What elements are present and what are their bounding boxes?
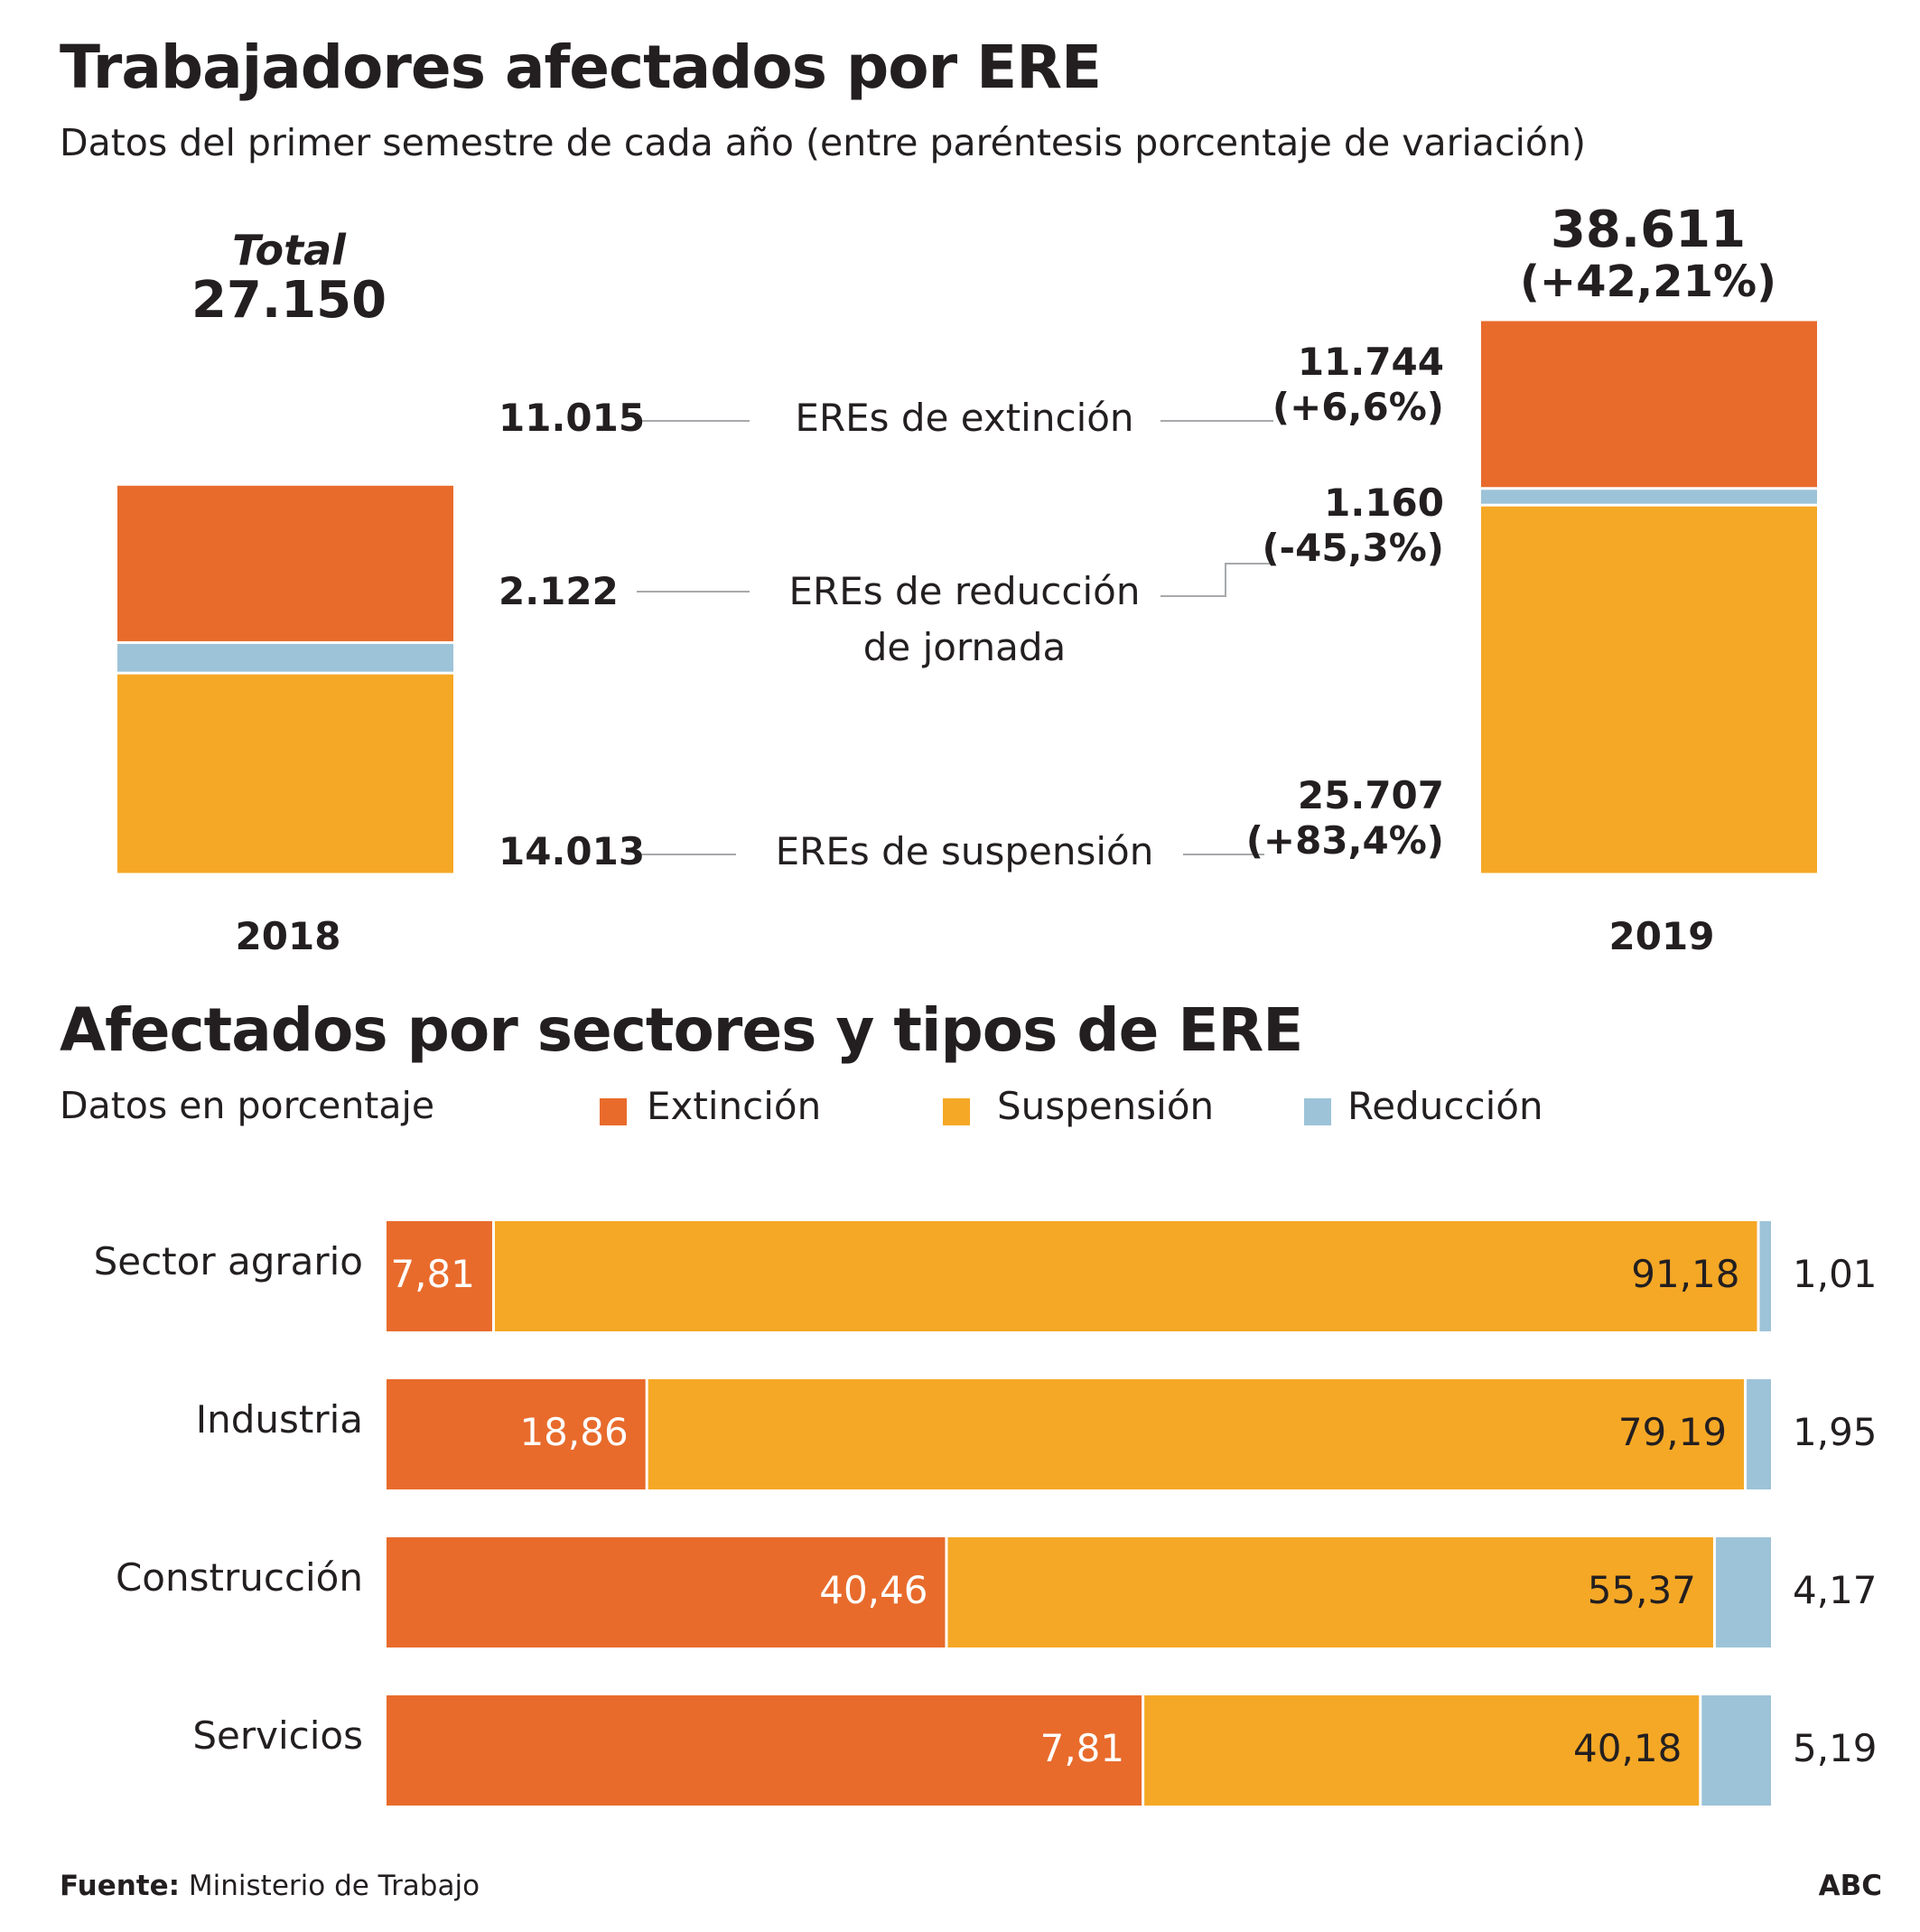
value-label-construcci-n-extincion: 40,46 [819, 1568, 928, 1612]
value-label-sector-agrario-suspension: 91,18 [1631, 1252, 1740, 1296]
sector-chart-subtitle: Datos en porcentaje [60, 1084, 435, 1127]
source-text: Ministerio de Trabajo [188, 1870, 480, 1902]
bar-sector-agrario-suspension [494, 1221, 1757, 1331]
category-label-servicios: Servicios [192, 1713, 363, 1758]
category-label-reduccion-line2: de jornada [862, 625, 1067, 669]
bar-sector-agrario-reduccion [1759, 1221, 1771, 1331]
bar-industria-reduccion [1747, 1379, 1771, 1489]
legend-label-suspension: Suspensión [997, 1084, 1215, 1128]
category-label-suspension: EREs de suspensión [775, 829, 1154, 873]
source-label: Fuente: [60, 1870, 181, 1902]
bar-2019-extincion [1481, 321, 1817, 488]
bar-2018-reduccion [117, 643, 453, 672]
bar-industria-extincion [387, 1379, 646, 1489]
bar-construcci-n-suspension [947, 1537, 1713, 1647]
connector-right-reduccion [1160, 563, 1273, 597]
legend-label-extincion: Extinción [647, 1084, 822, 1128]
legend-swatch-suspension [943, 1098, 970, 1125]
value-2019-suspension: 25.707 (+83,4%) [1245, 773, 1444, 863]
value-2018-reduccion: 2.122 [499, 569, 619, 613]
total-value-2019: 38.611 [1550, 201, 1747, 259]
value-2019-extincion: 11.744 (+6,6%) [1272, 340, 1444, 429]
year-label-2018: 2018 [235, 914, 341, 958]
category-label-industria: Industria [195, 1397, 363, 1442]
value-label-construcci-n-reduccion: 4,17 [1793, 1568, 1878, 1612]
category-label-reduccion-line1: EREs de reducción [788, 569, 1141, 613]
bar-2019-reduccion [1481, 490, 1817, 504]
value-label-construcci-n-suspension: 55,37 [1587, 1568, 1696, 1612]
total-change-2019: (+42,21%) [1519, 257, 1776, 307]
source-note: Fuente: Ministerio de Trabajo [60, 1870, 480, 1902]
value-2018-suspension: 14.013 [499, 829, 646, 873]
category-label-sector-agrario: Sector agrario [93, 1239, 363, 1283]
chart-subtitle: Datos del primer semestre de cada año (e… [60, 121, 1586, 164]
value-label-industria-suspension: 79,19 [1617, 1410, 1728, 1454]
category-label-extincion: EREs de extinción [795, 396, 1134, 440]
bar-sector-agrario-extincion [387, 1221, 492, 1331]
value-label-sector-agrario-extincion: 7,81 [390, 1252, 475, 1296]
bar-servicios-extincion [387, 1695, 1142, 1806]
bar-servicios-reduccion [1701, 1695, 1771, 1806]
value-label-servicios-reduccion: 5,19 [1793, 1726, 1878, 1770]
year-label-2019: 2019 [1608, 914, 1715, 958]
value-2018-extincion: 11.015 [499, 396, 646, 440]
bar-2018-extincion [117, 485, 453, 641]
value-label-sector-agrario-reduccion: 1,01 [1793, 1252, 1878, 1296]
sector-chart-title: Afectados por sectores y tipos de ERE [60, 995, 1303, 1065]
bar-construcci-n-reduccion [1715, 1537, 1771, 1647]
total-label: Total [232, 226, 346, 275]
value-label-servicios-suspension: 40,18 [1573, 1726, 1682, 1770]
legend-swatch-extincion [600, 1098, 627, 1125]
total-value-2018: 27.150 [191, 271, 387, 330]
legend-swatch-reduccion [1304, 1098, 1331, 1125]
category-label-construcci-n: Construcción [115, 1555, 363, 1600]
value-2019-reduccion: 1.160 (-45,3%) [1262, 481, 1444, 570]
bar-servicios-suspension [1144, 1695, 1700, 1806]
value-label-industria-extincion: 18,86 [519, 1410, 629, 1454]
value-label-servicios-extincion: 7,81 [1039, 1726, 1125, 1770]
chart-title: Trabajadores afectados por ERE [60, 33, 1102, 102]
bar-industria-suspension [648, 1379, 1745, 1489]
bar-2019-suspension [1481, 506, 1817, 873]
bar-2018-suspension [117, 674, 453, 873]
value-label-industria-reduccion: 1,95 [1793, 1410, 1878, 1454]
legend-label-reduccion: Reducción [1347, 1084, 1543, 1128]
bar-construcci-n-extincion [387, 1537, 946, 1647]
brand-logo-text: ABC [1818, 1870, 1882, 1902]
